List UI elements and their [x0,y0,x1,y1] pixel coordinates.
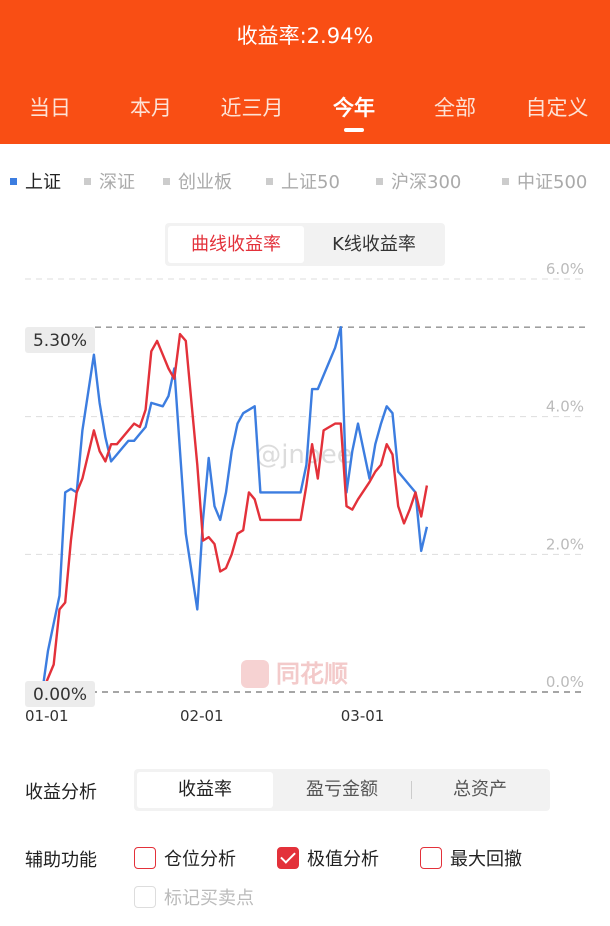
checkbox-box-icon [420,847,442,869]
x-tick-label: 03-01 [341,707,385,725]
y-tick-label: 4.0% [546,398,584,416]
extreme-value-checkbox[interactable]: 极值分析 [277,845,379,871]
legend-label: 上证50 [281,172,340,193]
tab-this-month[interactable]: 本月 [130,96,172,120]
watermark-text: @jnoee [255,440,353,470]
portfolio-series-line [41,332,429,693]
header-bar: 收益率:2.94% 当日 本月 近三月 今年 全部 自定义 [0,0,610,144]
y-tick-label: 6.0% [546,260,584,278]
legend-dot-icon [376,177,383,185]
return-chart-svg: @jnoee 同花顺 6.0% 4.0% 2.0% 0.0% 01-01 02-01 03-… [25,260,585,725]
legend-item-csi500[interactable]: 中证500 [502,168,587,194]
checkbox-label: 标记买卖点 [164,888,254,909]
checkbox-label: 极值分析 [307,849,379,870]
profit-loss-option[interactable]: 盈亏金额 [306,779,378,800]
y-tick-label: 2.0% [546,535,584,553]
high-marker: 5.30% [25,327,95,353]
mark-trades-checkbox: 标记买卖点 [134,884,254,910]
legend-item-chinext[interactable]: 创业板 [163,168,232,194]
legend-label: 沪深300 [391,172,462,193]
checkbox-box-icon [134,886,156,908]
legend-dot-icon [266,177,273,185]
legend-label: 深证 [99,172,135,193]
checkbox-checked-icon [277,847,299,869]
chart-mode-toggle: 曲线收益率 K线收益率 [165,223,445,266]
legend-item-sse50[interactable]: 上证50 [266,168,340,194]
checkbox-label: 仓位分析 [164,849,236,870]
return-rate-option[interactable]: 收益率 [137,772,273,808]
max-drawdown-checkbox[interactable]: 最大回撤 [420,845,522,871]
kline-return-button[interactable]: K线收益率 [332,234,416,255]
low-marker-label: 0.00% [33,685,87,705]
legend-item-csi300[interactable]: 沪深300 [376,168,461,194]
tab-custom[interactable]: 自定义 [525,96,589,120]
x-tick-label: 02-01 [180,707,224,725]
watermark-logo-text: 同花顺 [276,660,348,688]
tab-three-months[interactable]: 近三月 [220,96,284,120]
low-marker: 0.00% [25,681,95,707]
legend-label: 中证500 [517,172,588,193]
legend-label: 上证 [25,172,61,193]
segment-divider [411,781,412,799]
checkbox-box-icon [134,847,156,869]
legend-dot-icon [163,177,170,185]
analysis-segment: 收益率 盈亏金额 总资产 [134,769,550,811]
curve-return-button[interactable]: 曲线收益率 [168,226,304,263]
position-analysis-checkbox[interactable]: 仓位分析 [134,845,236,871]
high-marker-label: 5.30% [33,331,87,351]
tab-all[interactable]: 全部 [434,96,476,120]
analysis-label: 收益分析 [25,782,97,803]
legend-dot-icon [10,177,17,185]
checkbox-label: 最大回撤 [450,849,522,870]
aux-label: 辅助功能 [25,850,97,871]
period-tabs: 当日 本月 近三月 今年 全部 自定义 [0,92,610,132]
return-rate-title: 收益率:2.94% [236,24,374,48]
index-legend: 上证 深证 创业板 上证50 沪深300 中证500 [0,168,610,194]
legend-dot-icon [502,177,509,185]
x-tick-label: 01-01 [25,707,69,725]
legend-dot-icon [84,177,91,185]
legend-label: 创业板 [178,172,232,193]
return-chart: @jnoee 同花顺 6.0% 4.0% 2.0% 0.0% 01-01 02-01 03-… [0,260,610,730]
y-tick-label: 0.0% [546,673,584,691]
watermark-logo: 同花顺 [241,660,348,688]
total-assets-option[interactable]: 总资产 [453,779,507,800]
legend-item-shenzhen[interactable]: 深证 [84,168,135,194]
legend-item-shanghai[interactable]: 上证 [10,168,61,194]
tab-this-year[interactable]: 今年 [333,96,375,120]
active-tab-indicator [344,128,364,132]
index-series-line [41,326,429,693]
tab-today[interactable]: 当日 [29,96,71,120]
